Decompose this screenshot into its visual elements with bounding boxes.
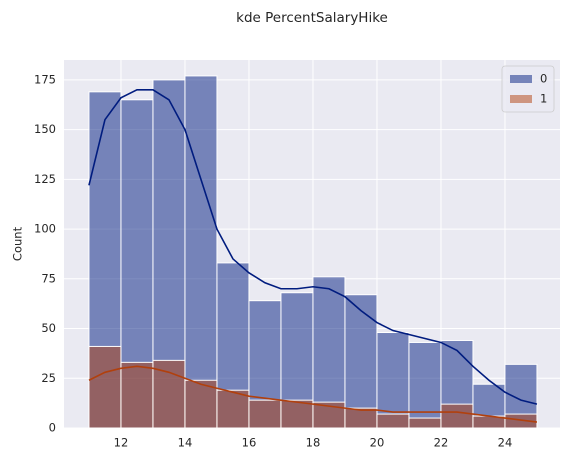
legend-swatch — [510, 95, 532, 103]
legend-swatch — [510, 75, 532, 83]
y-tick-label: 100 — [34, 222, 56, 236]
x-tick-label: 18 — [306, 436, 321, 450]
x-tick-label: 14 — [178, 436, 193, 450]
histogram-bar — [216, 389, 250, 429]
histogram-bar — [152, 359, 186, 429]
histogram-bar — [504, 413, 538, 429]
y-tick-label: 125 — [34, 172, 56, 186]
histogram-bar — [248, 399, 282, 429]
x-tick-label: 20 — [370, 436, 385, 450]
histogram-bar — [184, 75, 218, 429]
y-tick-label: 25 — [41, 371, 56, 385]
y-tick-label: 0 — [49, 421, 56, 435]
histogram-bar — [440, 403, 474, 429]
y-tick-label: 75 — [41, 271, 56, 285]
kde-line — [88, 365, 538, 423]
y-tick-label: 150 — [34, 122, 56, 136]
x-tick-label: 12 — [114, 436, 129, 450]
histogram-bar — [184, 379, 218, 429]
histogram-bar — [408, 417, 442, 429]
histogram-bar — [344, 407, 378, 429]
kde-line — [88, 89, 538, 405]
histogram-bar — [408, 341, 442, 429]
y-axis-label: Count — [11, 226, 25, 261]
y-tick-label: 50 — [41, 321, 56, 335]
legend-label: 0 — [540, 72, 547, 86]
histogram-bar — [88, 345, 122, 429]
x-tick-label: 24 — [498, 436, 513, 450]
histogram-bar — [344, 294, 378, 429]
histogram-bar — [120, 361, 154, 429]
histogram-bar — [376, 413, 410, 429]
legend-label: 1 — [540, 92, 547, 106]
chart-title: kde PercentSalaryHike — [236, 10, 388, 26]
x-tick-label: 16 — [242, 436, 257, 450]
x-tick-label: 22 — [434, 436, 449, 450]
y-tick-label: 175 — [34, 72, 56, 86]
